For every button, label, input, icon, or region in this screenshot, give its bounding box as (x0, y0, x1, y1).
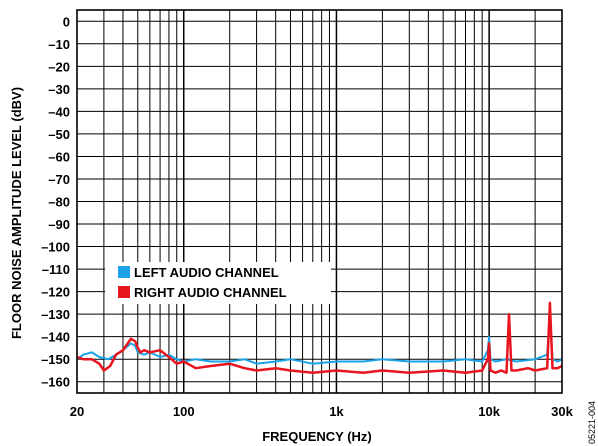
x-tick-label: 30k (551, 404, 573, 419)
y-tick-label: –140 (41, 330, 70, 345)
figure-id: 05221-004 (587, 401, 597, 444)
y-tick-label: –110 (42, 262, 70, 277)
y-axis-title: FLOOR NOISE AMPLITUDE LEVEL (dBV) (9, 87, 24, 339)
y-tick-label: –120 (41, 285, 70, 300)
x-tick-label: 20 (70, 404, 84, 419)
x-axis-title: FREQUENCY (Hz) (262, 429, 372, 444)
series-layer (76, 301, 563, 374)
y-tick-label: –40 (48, 104, 70, 119)
legend-label-right: RIGHT AUDIO CHANNEL (134, 285, 287, 300)
legend: LEFT AUDIO CHANNEL RIGHT AUDIO CHANNEL (105, 262, 331, 304)
x-tick-label: 1k (329, 404, 344, 419)
legend-swatch-right (118, 286, 130, 298)
y-tick-label: –80 (48, 195, 70, 210)
y-tick-label: 0 (63, 14, 70, 29)
y-tick-label: –70 (48, 172, 70, 187)
y-tick-label: –20 (48, 59, 70, 74)
series-line-right-channel (76, 301, 563, 374)
y-tick-label: –60 (48, 149, 70, 164)
y-tick-label: –50 (48, 127, 70, 142)
y-tick-label: –30 (48, 82, 70, 97)
y-tick-label: –150 (41, 352, 70, 367)
y-tick-label: –160 (41, 375, 70, 390)
y-tick-label: –100 (41, 240, 70, 255)
legend-swatch-left (118, 266, 130, 278)
legend-label-left: LEFT AUDIO CHANNEL (134, 265, 279, 280)
y-tick-label: –10 (48, 37, 70, 52)
x-tick-label: 10k (478, 404, 500, 419)
y-tick-label: –90 (48, 217, 70, 232)
y-tick-labels: 0 –10 –20 –30 –40 –50 –60 –70 –80 –90 –100 –110 –120… (41, 14, 70, 389)
plot-frame (76, 9, 563, 394)
grid-lines (77, 10, 562, 393)
x-tick-labels: 20 100 1k 10k 30k (70, 404, 574, 419)
x-tick-label: 100 (173, 404, 195, 419)
y-tick-label: –130 (41, 307, 70, 322)
